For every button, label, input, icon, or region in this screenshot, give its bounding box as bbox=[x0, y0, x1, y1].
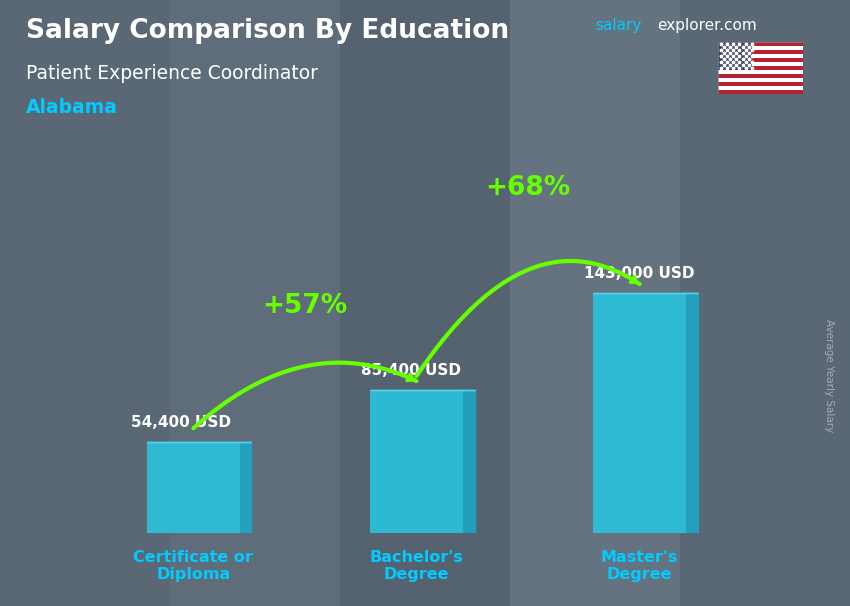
Bar bbox=[510, 0, 680, 606]
Bar bbox=[340, 0, 510, 606]
Bar bbox=[0, 0, 170, 606]
Bar bbox=[718, 55, 803, 58]
Text: Salary Comparison By Education: Salary Comparison By Education bbox=[26, 18, 508, 44]
Text: 54,400 USD: 54,400 USD bbox=[131, 415, 231, 430]
Bar bbox=[592, 293, 687, 533]
Bar bbox=[718, 42, 752, 70]
Bar bbox=[146, 442, 241, 533]
Text: Alabama: Alabama bbox=[26, 98, 117, 117]
Bar bbox=[718, 74, 803, 78]
Bar bbox=[718, 42, 803, 47]
Bar bbox=[718, 70, 803, 74]
Bar bbox=[718, 86, 803, 90]
Text: salary: salary bbox=[595, 18, 642, 33]
Text: Patient Experience Coordinator: Patient Experience Coordinator bbox=[26, 64, 318, 82]
Polygon shape bbox=[463, 390, 474, 533]
Polygon shape bbox=[241, 442, 252, 533]
Text: 143,000 USD: 143,000 USD bbox=[584, 266, 694, 281]
Text: 85,400 USD: 85,400 USD bbox=[360, 363, 461, 378]
Text: +68%: +68% bbox=[485, 175, 570, 201]
Bar bbox=[718, 47, 803, 50]
Bar bbox=[718, 62, 803, 66]
Bar bbox=[718, 50, 803, 55]
Text: explorer.com: explorer.com bbox=[657, 18, 756, 33]
Text: Average Yearly Salary: Average Yearly Salary bbox=[824, 319, 834, 432]
Bar bbox=[718, 58, 803, 62]
Bar bbox=[718, 78, 803, 82]
Bar bbox=[718, 66, 803, 70]
Text: +57%: +57% bbox=[263, 293, 348, 319]
Bar bbox=[718, 82, 803, 86]
Bar bbox=[170, 0, 340, 606]
Bar bbox=[718, 90, 803, 94]
Polygon shape bbox=[687, 293, 698, 533]
Bar bbox=[370, 390, 463, 533]
Bar bbox=[680, 0, 850, 606]
